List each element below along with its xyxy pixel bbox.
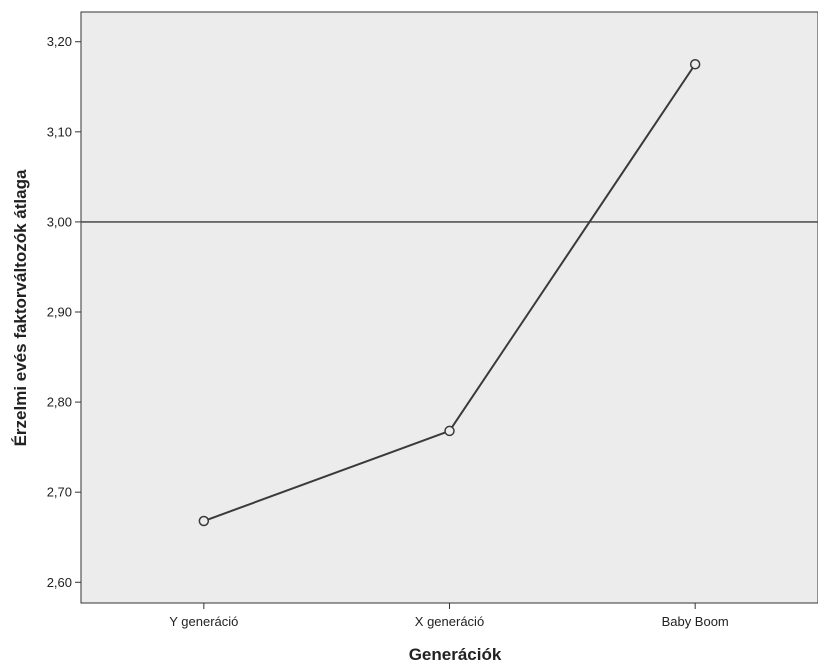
y-tick-label: 2,90 xyxy=(47,305,72,320)
x-tick-label: Baby Boom xyxy=(662,614,729,629)
y-tick-label: 2,60 xyxy=(47,575,72,590)
y-axis: 2,60 2,70 2,80 2,90 3,00 3,10 3,20 xyxy=(47,34,81,590)
data-point xyxy=(198,515,210,527)
x-tick-label: Y generáció xyxy=(169,614,238,629)
y-tick-label: 3,20 xyxy=(47,34,72,49)
y-tick-label: 2,70 xyxy=(47,485,72,500)
y-tick-label: 3,00 xyxy=(47,214,72,229)
series-group xyxy=(198,59,701,527)
y-tick-label: 3,10 xyxy=(47,124,72,139)
plot-area xyxy=(80,11,818,604)
x-tick-label: X generáció xyxy=(415,614,484,629)
x-axis: Y generáció X generáció Baby Boom xyxy=(169,603,729,629)
y-tick-label: 2,80 xyxy=(47,395,72,410)
x-axis-title: Generációk xyxy=(409,645,502,664)
data-point xyxy=(444,425,455,437)
data-point xyxy=(689,59,701,70)
y-axis-title: Érzelmi evés faktorváltozók átlaga xyxy=(11,169,30,446)
